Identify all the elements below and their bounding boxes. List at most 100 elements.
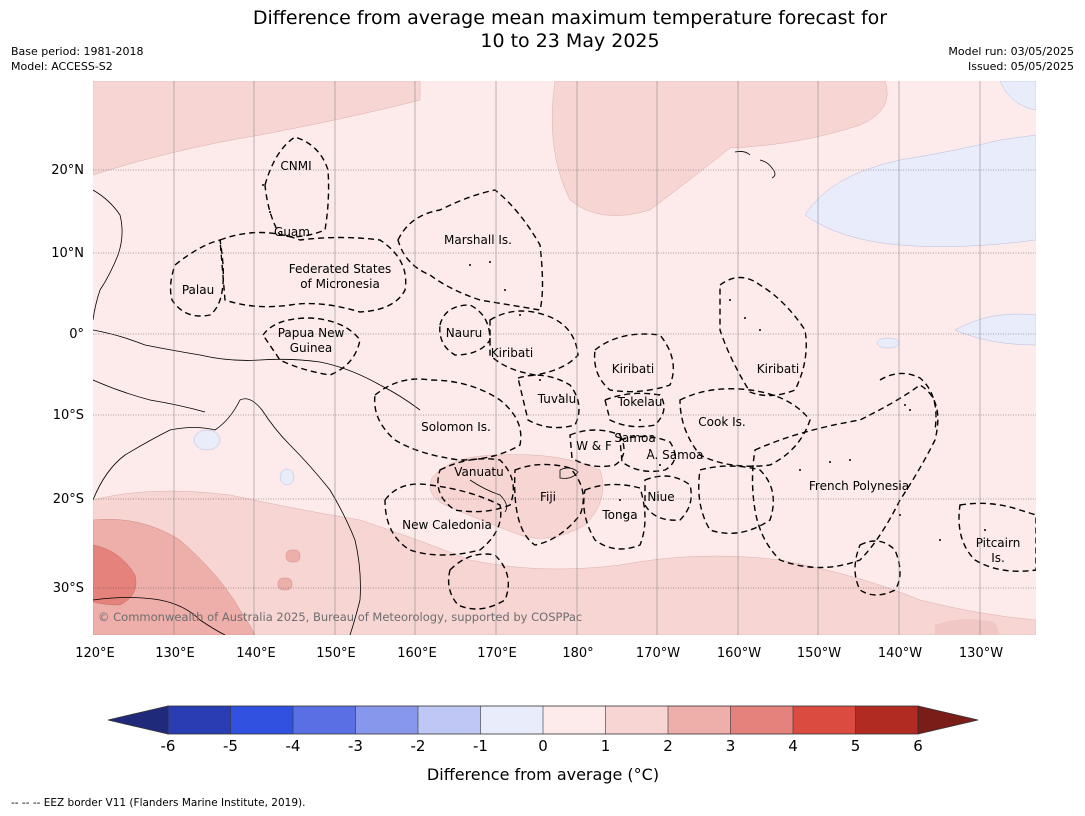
colorbar-segment xyxy=(855,706,918,734)
eez-niue xyxy=(644,475,692,521)
label-cook: Cook Is. xyxy=(698,415,745,429)
lon-label: 170°E xyxy=(477,646,517,661)
label-pitcairn-1: Pitcairn xyxy=(976,536,1021,550)
eez-cook-north xyxy=(679,388,811,467)
label-fsm-2: of Micronesia xyxy=(300,277,380,291)
warm-spot xyxy=(277,577,293,591)
label-niue: Niue xyxy=(647,490,674,504)
lon-label: 160°W xyxy=(717,646,761,661)
eez-vanuatu xyxy=(437,458,514,513)
cool-spot-inland xyxy=(279,468,295,486)
cool-spot-gulf xyxy=(193,429,221,451)
colorbar-tick: -1 xyxy=(473,737,488,755)
label-nauru: Nauru xyxy=(446,326,482,340)
colorbar-tick: 0 xyxy=(538,737,548,755)
warm-region-se xyxy=(935,619,1000,635)
warmer-region-sw xyxy=(93,544,137,606)
place-labels: CNMI Guam Marshall Is. Federated States … xyxy=(182,159,1020,565)
colorbar-tick: 6 xyxy=(913,737,923,755)
model-name: Model: ACCESS-S2 xyxy=(11,60,113,73)
label-pitcairn-2: Is. xyxy=(991,551,1005,565)
lat-label: 20°S xyxy=(53,492,84,507)
colorbar-segment xyxy=(793,706,856,734)
meta-left: Base period: 1981-2018 Model: ACCESS-S2 xyxy=(11,44,143,74)
label-samoa: Samoa xyxy=(614,431,655,445)
islands xyxy=(262,184,986,541)
lon-label: 150°E xyxy=(316,646,356,661)
anomaly-field: CNMI Guam Marshall Is. Federated States … xyxy=(93,81,1036,635)
eez-borders xyxy=(169,136,1036,610)
colorbar: -6 -5 -4 -3 -2 -1 0 1 2 3 4 5 6 Differen… xyxy=(107,705,979,784)
eez-kiribati-phoenix xyxy=(593,333,674,393)
warm-region-nw xyxy=(93,81,421,176)
colorbar-segment xyxy=(355,706,418,734)
copyright-notice: © Commonwealth of Australia 2025, Bureau… xyxy=(98,610,582,624)
title-line-2: 10 to 23 May 2025 xyxy=(480,30,660,52)
lon-label: 170°W xyxy=(636,646,680,661)
label-wf: W & F xyxy=(576,439,612,453)
chart-title: Difference from average mean maximum tem… xyxy=(0,7,1085,53)
eez-png xyxy=(262,317,361,376)
label-tokelau: Tokelau xyxy=(617,395,663,409)
base-period: Base period: 1981-2018 xyxy=(11,45,144,58)
label-fsm-1: Federated States xyxy=(289,262,391,276)
eez-legend-note: -- -- -- EEZ border V11 (Flanders Marine… xyxy=(11,797,306,809)
label-new-caledonia: New Caledonia xyxy=(402,518,492,532)
colorbar-extend-high xyxy=(917,705,979,735)
eez-samoa xyxy=(619,435,676,473)
lon-axis: 120°E 130°E 140°E 150°E 160°E 170°E 180°… xyxy=(75,646,1003,661)
lat-label: 10°S xyxy=(53,408,84,423)
colorbar-ticks: -6 -5 -4 -3 -2 -1 0 1 2 3 4 5 6 xyxy=(161,737,923,755)
label-png-1: Papua New xyxy=(278,326,345,340)
eez-french-polynesia xyxy=(751,384,939,569)
coast-indonesia xyxy=(93,379,206,413)
warm-region-south xyxy=(93,490,1036,635)
warm-region-nc xyxy=(551,81,888,216)
label-vanuatu: Vanuatu xyxy=(454,465,504,479)
colorbar-segment xyxy=(605,706,668,734)
label-solomon: Solomon Is. xyxy=(421,420,491,434)
lon-label: 180° xyxy=(562,646,593,661)
label-palau: Palau xyxy=(182,283,214,297)
eez-pitcairn xyxy=(958,502,1036,572)
cool-region-ne xyxy=(804,134,1036,247)
cool-region-east xyxy=(954,313,1036,346)
lat-gridlines xyxy=(93,169,1036,589)
colorbar-segment xyxy=(168,706,231,734)
colorbar-dividers xyxy=(230,706,856,734)
eez-tokelau xyxy=(604,392,665,428)
coast-australia xyxy=(93,398,361,635)
label-guam: Guam xyxy=(274,225,310,239)
colorbar-tick: 2 xyxy=(663,737,673,755)
colorbar-tick: 5 xyxy=(851,737,861,755)
lat-axis: 20°N 10°N 0° 10°S 20°S 30°S xyxy=(51,163,84,596)
coast-hawaii xyxy=(734,151,776,179)
lon-label: 160°E xyxy=(397,646,437,661)
coast-new-guinea xyxy=(93,329,421,411)
colorbar-tick: 1 xyxy=(601,737,611,755)
meta-right: Model run: 03/05/2025 Issued: 05/05/2025 xyxy=(948,44,1074,74)
label-fiji: Fiji xyxy=(540,490,556,504)
eez-tonga xyxy=(583,483,646,550)
cool-region-small xyxy=(876,337,900,349)
colorbar-segment xyxy=(543,706,606,734)
title-line-1: Difference from average mean maximum tem… xyxy=(252,7,888,29)
colorbar-tick: -6 xyxy=(161,737,176,755)
label-kiribati-2: Kiribati xyxy=(612,362,654,376)
eez-marshall xyxy=(397,189,544,311)
coast-philippines xyxy=(93,189,123,321)
colorbar-tick: -5 xyxy=(223,737,238,755)
label-tonga: Tonga xyxy=(601,508,637,522)
lat-label: 0° xyxy=(69,327,84,342)
eez-palau xyxy=(169,239,224,317)
colorbar-segment xyxy=(730,706,793,734)
coast-southeast xyxy=(93,597,226,635)
lon-label: 140°E xyxy=(236,646,276,661)
eez-cook-south xyxy=(698,465,774,535)
lon-label: 150°W xyxy=(797,646,841,661)
eez-solomon xyxy=(373,378,522,461)
eez-kiribati-line xyxy=(719,276,807,397)
colorbar-tick: -3 xyxy=(348,737,363,755)
eez-norfolk xyxy=(447,553,509,610)
